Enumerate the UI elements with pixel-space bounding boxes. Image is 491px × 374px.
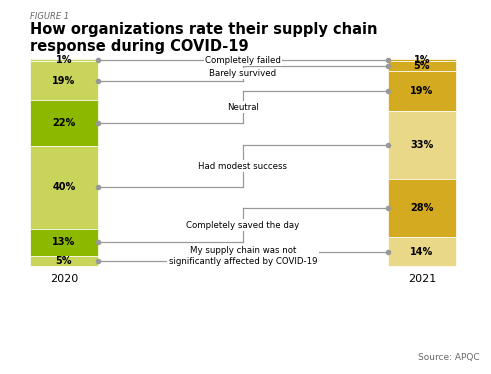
Text: Completely saved the day: Completely saved the day [187, 221, 300, 230]
Text: 28%: 28% [410, 203, 434, 213]
Bar [30, 146, 98, 229]
Text: Source: APQC: Source: APQC [418, 353, 480, 362]
Bar [388, 179, 456, 237]
Bar [388, 237, 456, 266]
Text: FIGURE 1: FIGURE 1 [30, 12, 69, 21]
Bar [388, 61, 456, 71]
Text: 2020: 2020 [50, 274, 78, 284]
Text: 19%: 19% [53, 76, 76, 86]
Bar [30, 229, 98, 256]
Text: 14%: 14% [410, 246, 434, 257]
Text: 13%: 13% [53, 237, 76, 247]
Bar [30, 256, 98, 266]
Bar [388, 59, 456, 61]
Bar [30, 59, 98, 61]
Text: 1%: 1% [56, 55, 72, 65]
Text: Barely survived: Barely survived [210, 69, 276, 78]
Text: 5%: 5% [56, 256, 72, 266]
Text: 40%: 40% [53, 183, 76, 192]
Text: Neutral: Neutral [227, 102, 259, 111]
Text: 22%: 22% [53, 118, 76, 128]
Text: response during COVID-19: response during COVID-19 [30, 39, 248, 54]
Bar [30, 100, 98, 146]
Text: 33%: 33% [410, 140, 434, 150]
Text: 5%: 5% [414, 61, 430, 71]
Bar [388, 71, 456, 111]
Text: 1%: 1% [414, 55, 430, 65]
Text: Had modest success: Had modest success [198, 162, 288, 171]
Bar [388, 111, 456, 179]
Text: 2021: 2021 [408, 274, 436, 284]
Text: How organizations rate their supply chain: How organizations rate their supply chai… [30, 22, 378, 37]
Bar [30, 61, 98, 100]
Text: 19%: 19% [410, 86, 434, 96]
Text: My supply chain was not
significantly affected by COVID-19: My supply chain was not significantly af… [169, 246, 317, 266]
Text: Completely failed: Completely failed [205, 55, 281, 65]
